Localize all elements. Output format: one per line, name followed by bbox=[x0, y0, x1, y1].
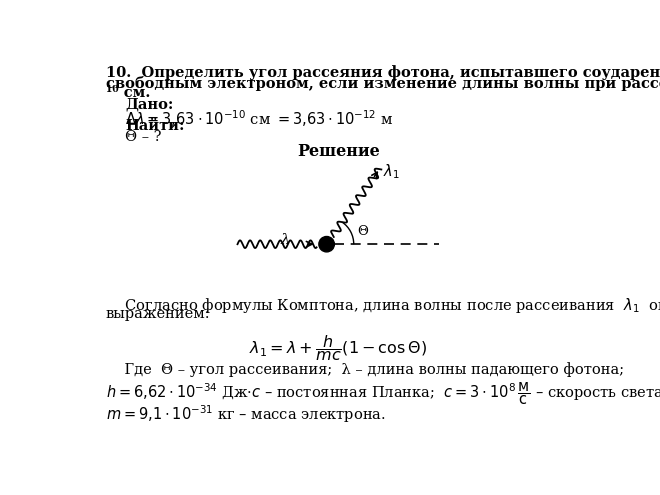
Text: λ: λ bbox=[280, 234, 289, 248]
Text: $\lambda_1 = \lambda + \dfrac{h}{mc}\left(1 - \cos\Theta\right)$: $\lambda_1 = \lambda + \dfrac{h}{mc}\lef… bbox=[249, 333, 427, 363]
Text: $m = 9{,}1\cdot10^{-31}$ кг – масса электрона.: $m = 9{,}1\cdot10^{-31}$ кг – масса элек… bbox=[106, 403, 385, 425]
Text: Решение: Решение bbox=[297, 143, 379, 159]
Circle shape bbox=[319, 237, 335, 252]
Text: свободным электроном, если изменение длины волны при рассеянии равно 3,63·10⁻: свободным электроном, если изменение дли… bbox=[106, 76, 660, 91]
Text: 10.  Определить угол рассеяния фотона, испытавшего соударение со: 10. Определить угол рассеяния фотона, ис… bbox=[106, 65, 660, 80]
Text: Дано:: Дано: bbox=[125, 98, 174, 112]
Text: Θ: Θ bbox=[358, 225, 368, 238]
Text: Найти:: Найти: bbox=[125, 119, 185, 134]
Text: ¹⁰ см.: ¹⁰ см. bbox=[106, 86, 150, 99]
Text: выражением:: выражением: bbox=[106, 306, 211, 321]
Text: $h = 6{,}62\cdot10^{-34}$ Дж·$c$ – постоянная Планка;  $c = 3\cdot10^{8}\,\dfrac: $h = 6{,}62\cdot10^{-34}$ Дж·$c$ – посто… bbox=[106, 381, 660, 407]
Text: Θ – ?: Θ – ? bbox=[125, 130, 162, 144]
Text: $\Delta\lambda = 3{,}63\cdot10^{-10}$ см $= 3{,}63\cdot10^{-12}$ м: $\Delta\lambda = 3{,}63\cdot10^{-10}$ см… bbox=[125, 109, 393, 129]
Text: $\lambda_1$: $\lambda_1$ bbox=[383, 162, 400, 181]
Text: Согласно формулы Комптона, длина волны после рассеивания  $\lambda_1$  определяе: Согласно формулы Комптона, длина волны п… bbox=[106, 296, 660, 315]
Text: Где  Θ – угол рассеивания;  λ – длина волны падающего фотона;: Где Θ – угол рассеивания; λ – длина волн… bbox=[106, 362, 624, 377]
